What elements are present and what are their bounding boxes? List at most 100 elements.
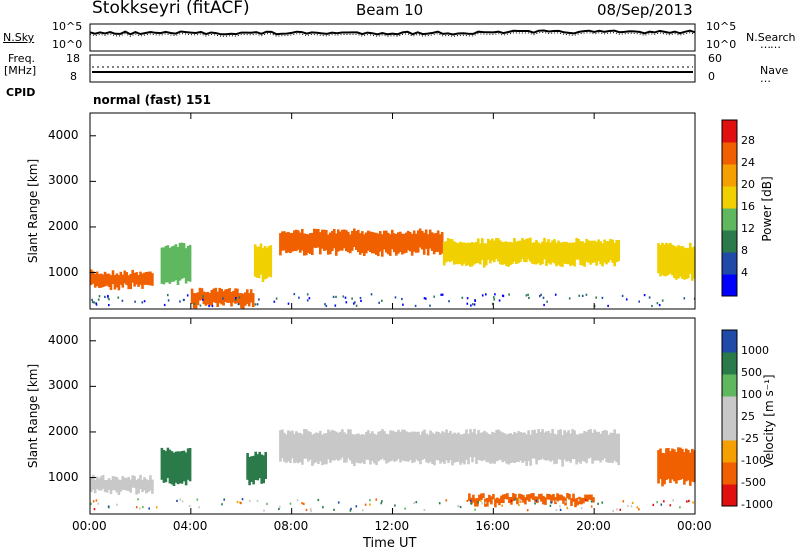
speckle-1-70 bbox=[142, 506, 144, 509]
echo-cell-1-4-54 bbox=[576, 497, 579, 506]
echo-cell-1-4-34 bbox=[536, 496, 539, 503]
echo-cell-0-0-29 bbox=[147, 271, 150, 286]
echo-cell-0-4-28 bbox=[335, 233, 338, 256]
echo-cell-1-3-10 bbox=[299, 433, 302, 462]
echo-cell-0-2-7 bbox=[204, 292, 208, 306]
echo-cell-1-3-20 bbox=[319, 430, 322, 462]
echo-cell-1-3-73 bbox=[425, 433, 428, 463]
echo-cell-1-3-121 bbox=[521, 432, 524, 463]
echo-cell-0-4-38 bbox=[355, 231, 358, 250]
echo-cell-1-3-45 bbox=[369, 433, 372, 465]
echo-cell-0-4-44 bbox=[367, 230, 370, 251]
speckle-0-100 bbox=[91, 298, 93, 301]
echo-cell-1-1-3 bbox=[166, 447, 170, 478]
echo-cell-0-5-36 bbox=[515, 241, 518, 264]
echo-cell-0-5-79 bbox=[601, 243, 604, 267]
echo-cell-0-5-10 bbox=[463, 242, 466, 264]
echo-cell-0-5-61 bbox=[565, 241, 568, 264]
echo-cell-0-4-15 bbox=[309, 233, 312, 254]
echo-cell-0-4-32 bbox=[343, 229, 346, 249]
speckle-0-8 bbox=[355, 304, 358, 307]
x-tick-label-6: 00:00 bbox=[677, 519, 712, 533]
speckle-1-119 bbox=[107, 505, 110, 508]
speckle-1-114 bbox=[519, 500, 521, 503]
echo-cell-1-4-2 bbox=[472, 494, 475, 503]
echo-cell-0-6-15 bbox=[687, 248, 690, 279]
echo-cell-1-3-118 bbox=[515, 433, 518, 462]
echo-cell-1-5-4 bbox=[665, 448, 668, 480]
speckle-0-6 bbox=[601, 296, 604, 299]
echo-cell-1-3-29 bbox=[337, 432, 340, 461]
echo-cell-1-3-131 bbox=[541, 429, 544, 459]
echo-cell-1-3-152 bbox=[583, 431, 586, 462]
echo-cell-1-4-51 bbox=[570, 498, 573, 506]
echo-cell-1-3-122 bbox=[523, 432, 526, 462]
echo-cell-0-2-20 bbox=[230, 292, 233, 307]
echo-cell-1-3-138 bbox=[555, 434, 558, 464]
echo-cell-1-3-28 bbox=[335, 431, 338, 460]
echo-cell-0-5-54 bbox=[551, 240, 554, 263]
echo-cell-1-0-22 bbox=[133, 476, 136, 488]
speckle-0-18 bbox=[351, 297, 353, 300]
echo-cell-1-1-5 bbox=[170, 451, 174, 485]
echo-cell-0-5-31 bbox=[505, 241, 508, 266]
echo-cell-1-3-99 bbox=[477, 429, 480, 460]
x-axis-label: Time UT bbox=[363, 536, 417, 551]
echo-cell-1-3-159 bbox=[597, 431, 600, 461]
echo-cell-0-1-13 bbox=[186, 246, 190, 281]
echo-cell-0-2-14 bbox=[218, 287, 221, 304]
speckle-0-114 bbox=[401, 297, 403, 301]
echo-cell-1-3-76 bbox=[431, 432, 434, 464]
echo-cell-1-4-46 bbox=[560, 494, 563, 501]
echo-cell-1-3-86 bbox=[451, 433, 454, 466]
axis-ticks bbox=[89, 113, 696, 514]
echo-cell-1-1-1 bbox=[162, 449, 166, 483]
echo-cell-1-3-66 bbox=[411, 431, 414, 463]
echo-cell-1-3-59 bbox=[397, 429, 400, 459]
echo-cell-1-1-8 bbox=[176, 451, 180, 485]
speckle-1-96 bbox=[369, 503, 371, 506]
echo-cell-0-4-21 bbox=[321, 229, 324, 249]
echo-cell-1-4-42 bbox=[552, 494, 555, 501]
speckle-1-88 bbox=[221, 503, 223, 506]
echo-cell-1-3-85 bbox=[449, 430, 452, 461]
speckle-0-11 bbox=[466, 302, 469, 305]
echo-cell-1-2-6 bbox=[258, 451, 261, 479]
echo-cell-0-4-39 bbox=[357, 229, 360, 253]
echo-cell-1-5-8 bbox=[673, 449, 676, 482]
echo-cell-1-4-23 bbox=[514, 494, 517, 500]
speckle-1-85 bbox=[92, 500, 95, 503]
echo-cell-0-4-45 bbox=[369, 231, 372, 252]
echo-cell-1-3-71 bbox=[421, 431, 424, 460]
freq-tick-top: 18 bbox=[66, 52, 80, 65]
echo-cell-0-4-37 bbox=[353, 228, 356, 247]
echo-cell-1-3-90 bbox=[459, 434, 462, 465]
speckle-0-68 bbox=[643, 294, 646, 297]
echo-cell-0-0-9 bbox=[107, 273, 111, 288]
echo-cell-0-4-58 bbox=[395, 234, 398, 256]
echo-cell-1-3-5 bbox=[289, 431, 292, 463]
echo-cell-0-2-4 bbox=[198, 287, 202, 301]
echo-cell-0-0-5 bbox=[99, 273, 103, 288]
speckle-1-64 bbox=[686, 500, 688, 503]
echo-cell-1-3-32 bbox=[343, 432, 346, 463]
speckle-0-67 bbox=[493, 298, 496, 301]
echo-cell-1-3-53 bbox=[385, 433, 388, 464]
echo-cell-1-3-1 bbox=[281, 429, 284, 459]
echo-cell-1-2-9 bbox=[264, 452, 267, 479]
echo-cell-1-0-8 bbox=[105, 480, 109, 493]
echo-cell-0-5-68 bbox=[579, 241, 582, 266]
echo-cell-1-3-61 bbox=[401, 429, 404, 461]
echo-cell-1-3-156 bbox=[591, 432, 594, 464]
echo-cell-0-4-7 bbox=[293, 230, 296, 251]
echo-cell-1-3-145 bbox=[569, 433, 572, 463]
speckle-1-110 bbox=[555, 509, 558, 512]
echo-cell-1-4-16 bbox=[500, 495, 503, 503]
echo-cell-1-3-21 bbox=[321, 434, 324, 466]
echo-cell-1-3-23 bbox=[325, 433, 328, 465]
echo-cell-1-0-9 bbox=[107, 478, 111, 490]
echo-cell-0-0-27 bbox=[143, 272, 146, 285]
nsky-label: N.Sky bbox=[3, 31, 35, 44]
echo-cell-0-5-3 bbox=[448, 239, 452, 263]
